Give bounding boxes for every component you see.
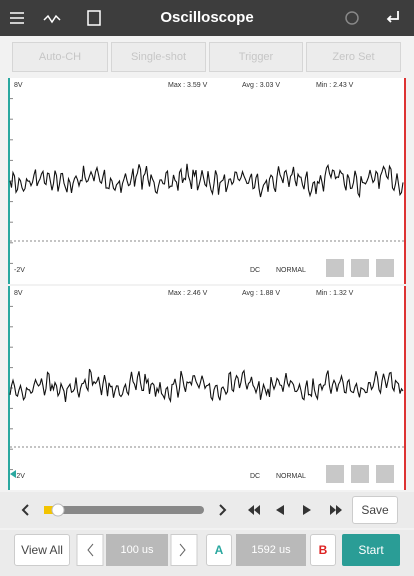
waveform [9, 163, 404, 199]
panel-button[interactable] [326, 465, 344, 483]
start-button[interactable]: Start [342, 534, 400, 566]
playback-bar: Save [0, 492, 414, 528]
view-all-button[interactable]: View All [14, 534, 70, 566]
stat-min: Min : 1.32 V [316, 290, 354, 297]
cursor-time: 1592 us [236, 534, 306, 566]
time-arrows[interactable] [76, 534, 206, 566]
bottom-label: -2V [14, 473, 25, 480]
panel-button[interactable] [326, 259, 344, 277]
toolbar-button[interactable]: Single-shot [111, 42, 206, 72]
toolbar-icons[interactable] [8, 8, 118, 28]
coupling: DC [250, 267, 260, 274]
right-icons[interactable] [340, 8, 406, 28]
mode: NORMAL [276, 267, 306, 274]
waveform [9, 368, 404, 404]
top-bar: Oscilloscope [0, 0, 414, 36]
stat-avg: Avg : 1.88 V [242, 290, 280, 297]
channel-panel: 8V Max : 2.46 V Avg : 1.88 V Min : 1.32 V -2… [8, 286, 406, 490]
panel-button[interactable] [351, 465, 369, 483]
panel-button[interactable] [376, 259, 394, 277]
trigger-marker [10, 470, 16, 478]
top-label: 8V [14, 290, 23, 297]
channel-panel: 8V Max : 3.59 V Avg : 3.03 V Min : 2.43 V -2… [8, 78, 406, 284]
marker-a[interactable]: A [206, 534, 232, 566]
title: Oscilloscope [160, 9, 254, 26]
panel-button[interactable] [376, 465, 394, 483]
bottom-label: -2V [14, 267, 25, 274]
toolbar-button[interactable]: Trigger [209, 42, 303, 72]
coupling: DC [250, 473, 260, 480]
stat-max: Max : 2.46 V [168, 290, 208, 297]
stat-max: Max : 3.59 V [168, 82, 208, 89]
mode: NORMAL [276, 473, 306, 480]
toolbar-button[interactable]: Zero Set [306, 42, 401, 72]
stat-min: Min : 2.43 V [316, 82, 354, 89]
toolbar-button[interactable]: Auto-CH [12, 42, 108, 72]
playback-controls[interactable] [0, 492, 350, 528]
save-button[interactable]: Save [352, 496, 398, 524]
marker-b[interactable]: B [310, 534, 336, 566]
stat-avg: Avg : 3.03 V [242, 82, 280, 89]
top-label: 8V [14, 82, 23, 89]
panel-button[interactable] [351, 259, 369, 277]
footer-bar: View All 100 us A 1592 us B Start [0, 530, 414, 576]
time-base: 100 us [106, 534, 168, 566]
